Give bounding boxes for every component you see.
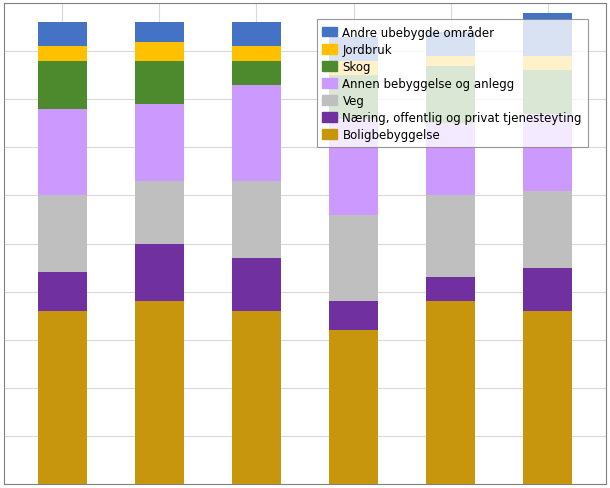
Bar	[135, 42, 184, 61]
Bar	[329, 302, 378, 330]
Bar	[135, 61, 184, 105]
Bar	[38, 196, 87, 273]
Bar	[426, 57, 475, 66]
Bar	[329, 76, 378, 119]
Bar	[135, 105, 184, 182]
Bar	[135, 182, 184, 244]
Bar	[426, 196, 475, 278]
Bar	[523, 268, 572, 311]
Bar	[232, 23, 281, 47]
Bar	[232, 47, 281, 61]
Bar	[135, 23, 184, 42]
Bar	[38, 47, 87, 61]
Bar	[232, 61, 281, 86]
Bar	[426, 302, 475, 484]
Bar	[135, 244, 184, 302]
Bar	[232, 182, 281, 258]
Bar	[135, 302, 184, 484]
Bar	[38, 273, 87, 311]
Bar	[329, 119, 378, 215]
Bar	[232, 86, 281, 182]
Bar	[329, 61, 378, 76]
Legend: Andre ubebygde områder, Jordbruk, Skog, Annen bebyggelse og anlegg, Veg, Næring,: Andre ubebygde områder, Jordbruk, Skog, …	[317, 20, 588, 148]
Bar	[329, 38, 378, 61]
Bar	[329, 215, 378, 302]
Bar	[426, 124, 475, 196]
Bar	[523, 14, 572, 57]
Bar	[38, 311, 87, 484]
Bar	[523, 191, 572, 268]
Bar	[232, 311, 281, 484]
Bar	[523, 57, 572, 71]
Bar	[329, 330, 378, 484]
Bar	[38, 23, 87, 47]
Bar	[426, 33, 475, 57]
Bar	[38, 61, 87, 110]
Bar	[38, 110, 87, 196]
Bar	[523, 115, 572, 191]
Bar	[523, 311, 572, 484]
Bar	[426, 66, 475, 124]
Bar	[426, 278, 475, 302]
Bar	[523, 71, 572, 115]
Bar	[232, 258, 281, 311]
